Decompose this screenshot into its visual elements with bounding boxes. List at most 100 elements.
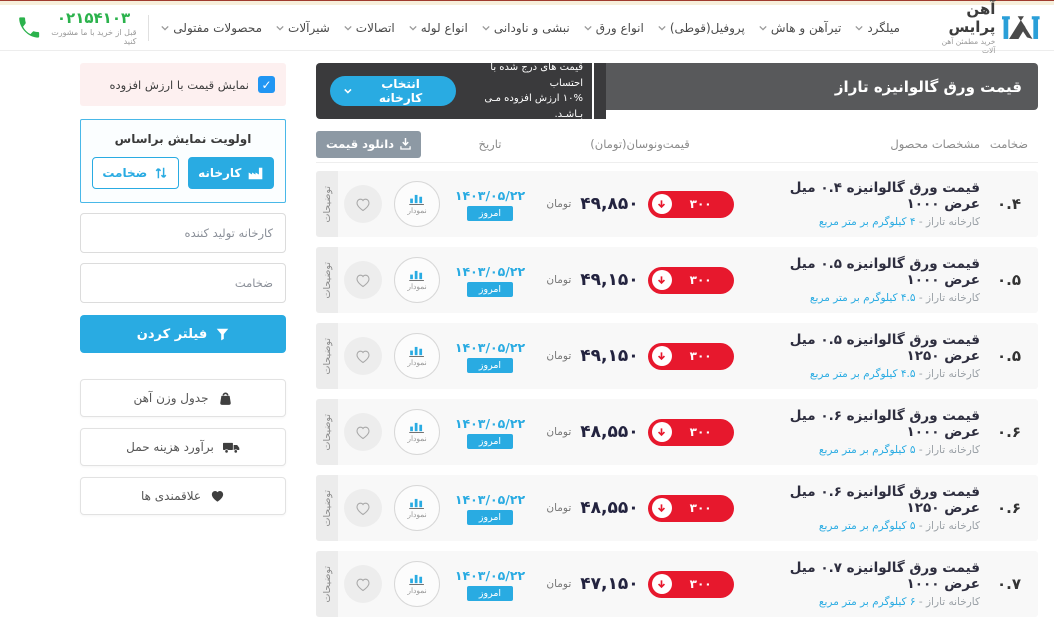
favorites-link[interactable]: علاقمندی ها [80,477,286,515]
priority-thickness-button[interactable]: ضخامت [92,157,179,189]
nav-item-8[interactable]: محصولات مفتولی [161,21,262,35]
unit-weight: ۵ کیلوگرم بر متر مربع [818,444,916,456]
product-title: قیمت ورق گالوانیزه ۰.۷ میل عرض ۱۰۰۰ [789,560,980,592]
chevron-down-icon [276,25,284,31]
price-change-value: ۳۰۰ [689,197,712,211]
price-change-value: ۳۰۰ [689,501,712,515]
arrow-down-icon [651,346,672,366]
nav-item-label: شیرآلات [288,20,330,35]
details-tab[interactable]: توضیحات [316,247,338,313]
nav-item-label: میلگرد [867,20,900,35]
details-label: توضیحات [321,261,333,299]
nav-item-7[interactable]: شیرآلات [276,21,330,35]
chevron-down-icon [344,25,352,31]
nav-item-label: انواع ورق [595,20,644,35]
shipping-cost-link[interactable]: برآورد هزینه حمل [80,428,286,466]
details-tab[interactable]: توضیحات [316,171,338,237]
logo-icon [1002,15,1040,39]
vat-checkbox[interactable]: ✓ [258,76,275,93]
priority-factory-button[interactable]: کارخانه [187,157,274,189]
details-label: توضیحات [321,489,333,527]
chart-button[interactable]: نمودار [394,409,440,455]
logo-title: آهن پرایس [948,0,996,36]
details-tab[interactable]: توضیحات [316,323,338,389]
chart-button[interactable]: نمودار [394,257,440,303]
chevron-down-icon [161,25,169,31]
unit-weight: ۴.۵ کیلوگرم بر متر مربع [809,368,916,380]
nav-item-6[interactable]: اتصالات [344,21,395,35]
arrow-down-icon [651,270,672,290]
price-change-value: ۳۰۰ [689,577,712,591]
phone-contact[interactable]: ۰۲۱۵۴۱۰۳ قبل از خرید با ما مشورت کنید [16,9,136,46]
product-title: قیمت ورق گالوانیزه ۰.۵ میل عرض ۱۲۵۰ [789,332,980,364]
bar-chart-icon [408,574,424,585]
nav-item-1[interactable]: تیرآهن و هاش [759,21,841,35]
filter-button[interactable]: فیلتر کردن [80,315,286,353]
table-row: ۰.۵ قیمت ورق گالوانیزه ۰.۵ میل عرض ۱۰۰۰ … [316,247,1038,313]
row-specs: قیمت ورق گالوانیزه ۰.۷ میل عرض ۱۰۰۰ کارخ… [746,560,980,608]
thickness-filter-input[interactable] [80,263,286,303]
details-tab[interactable]: توضیحات [316,551,338,617]
details-label: توضیحات [321,185,333,223]
logo-link[interactable]: آهن پرایس خرید مطمئن آهن آلات [926,0,1040,55]
details-tab[interactable]: توضیحات [316,399,338,465]
chart-label: نمودار [407,205,427,215]
nav-item-4[interactable]: نبشی و ناودانی [482,21,570,35]
row-date: ۱۴۰۳/۰۵/۲۲ امروز [446,340,534,373]
chart-button[interactable]: نمودار [394,333,440,379]
main-nav: میلگرد تیرآهن و هاش پروفیل(قوطی) انواع و… [161,21,900,35]
chart-label: نمودار [407,509,427,519]
download-price-button[interactable]: دانلود قیمت [316,130,422,158]
nav-item-2[interactable]: پروفیل(قوطی) [658,21,745,35]
date-value: ۱۴۰۳/۰۵/۲۲ [454,415,526,431]
favorite-button[interactable] [344,261,382,299]
heart-icon [356,198,370,211]
bar-chart-icon [408,498,424,509]
details-label: توضیحات [321,413,333,451]
currency-label: تومان [546,198,572,210]
row-thickness: ۰.۶ [996,423,1021,441]
date-value: ۱۴۰۳/۰۵/۲۲ [454,339,526,355]
currency-label: تومان [546,502,572,514]
currency-label: تومان [546,274,572,286]
chart-label: نمودار [407,281,427,291]
product-subtitle: کارخانه تاراز - ۴.۵ کیلوگرم بر متر مربع [754,292,980,304]
favorite-button[interactable] [344,489,382,527]
factory-filter-input[interactable] [80,213,286,253]
price-value: ۴۹,۸۵۰ [580,194,639,214]
favorite-button[interactable] [344,413,382,451]
phone-icon [19,16,40,38]
select-factory-button[interactable]: انتخاب کارخانه [330,76,457,106]
vat-note: قیمت های درج شده با احتساب ۱۰% ارزش افزو… [456,60,594,122]
chart-button[interactable]: نمودار [394,181,440,227]
details-label: توضیحات [321,337,333,375]
phone-note: قبل از خرید با ما مشورت کنید [51,28,137,46]
row-specs: قیمت ورق گالوانیزه ۰.۶ میل عرض ۱۲۵۰ کارخ… [746,484,980,532]
nav-item-label: اتصالات [355,20,395,35]
row-date: ۱۴۰۳/۰۵/۲۲ امروز [446,188,534,221]
bar-chart-icon [408,346,424,357]
chart-button[interactable]: نمودار [394,561,440,607]
favorite-button[interactable] [344,337,382,375]
nav-item-0[interactable]: میلگرد [855,21,900,35]
price-change-badge: ۳۰۰ [647,190,734,218]
weight-table-link[interactable]: جدول وزن آهن [80,379,286,417]
product-subtitle: کارخانه تاراز - ۶ کیلوگرم بر متر مربع [754,596,980,608]
nav-item-5[interactable]: انواع لوله [409,21,468,35]
arrow-down-icon [651,194,672,214]
table-row: ۰.۶ قیمت ورق گالوانیزه ۰.۶ میل عرض ۱۰۰۰ … [316,399,1038,465]
nav-item-3[interactable]: انواع ورق [584,21,644,35]
favorite-button[interactable] [344,185,382,223]
nav-item-label: نبشی و ناودانی [493,20,570,35]
download-label: دانلود قیمت [326,137,395,151]
row-price-group: ۳۰۰ ۴۸,۵۵۰ تومان [534,494,746,522]
details-tab[interactable]: توضیحات [316,475,338,541]
select-factory-label: انتخاب کارخانه [378,77,423,105]
row-thickness: ۰.۵ [996,347,1021,365]
chevron-down-icon [344,88,352,94]
row-date: ۱۴۰۳/۰۵/۲۲ امروز [446,264,534,297]
bar-chart-icon [408,194,424,205]
chart-button[interactable]: نمودار [394,485,440,531]
chevron-down-icon [759,25,767,31]
favorite-button[interactable] [344,565,382,603]
